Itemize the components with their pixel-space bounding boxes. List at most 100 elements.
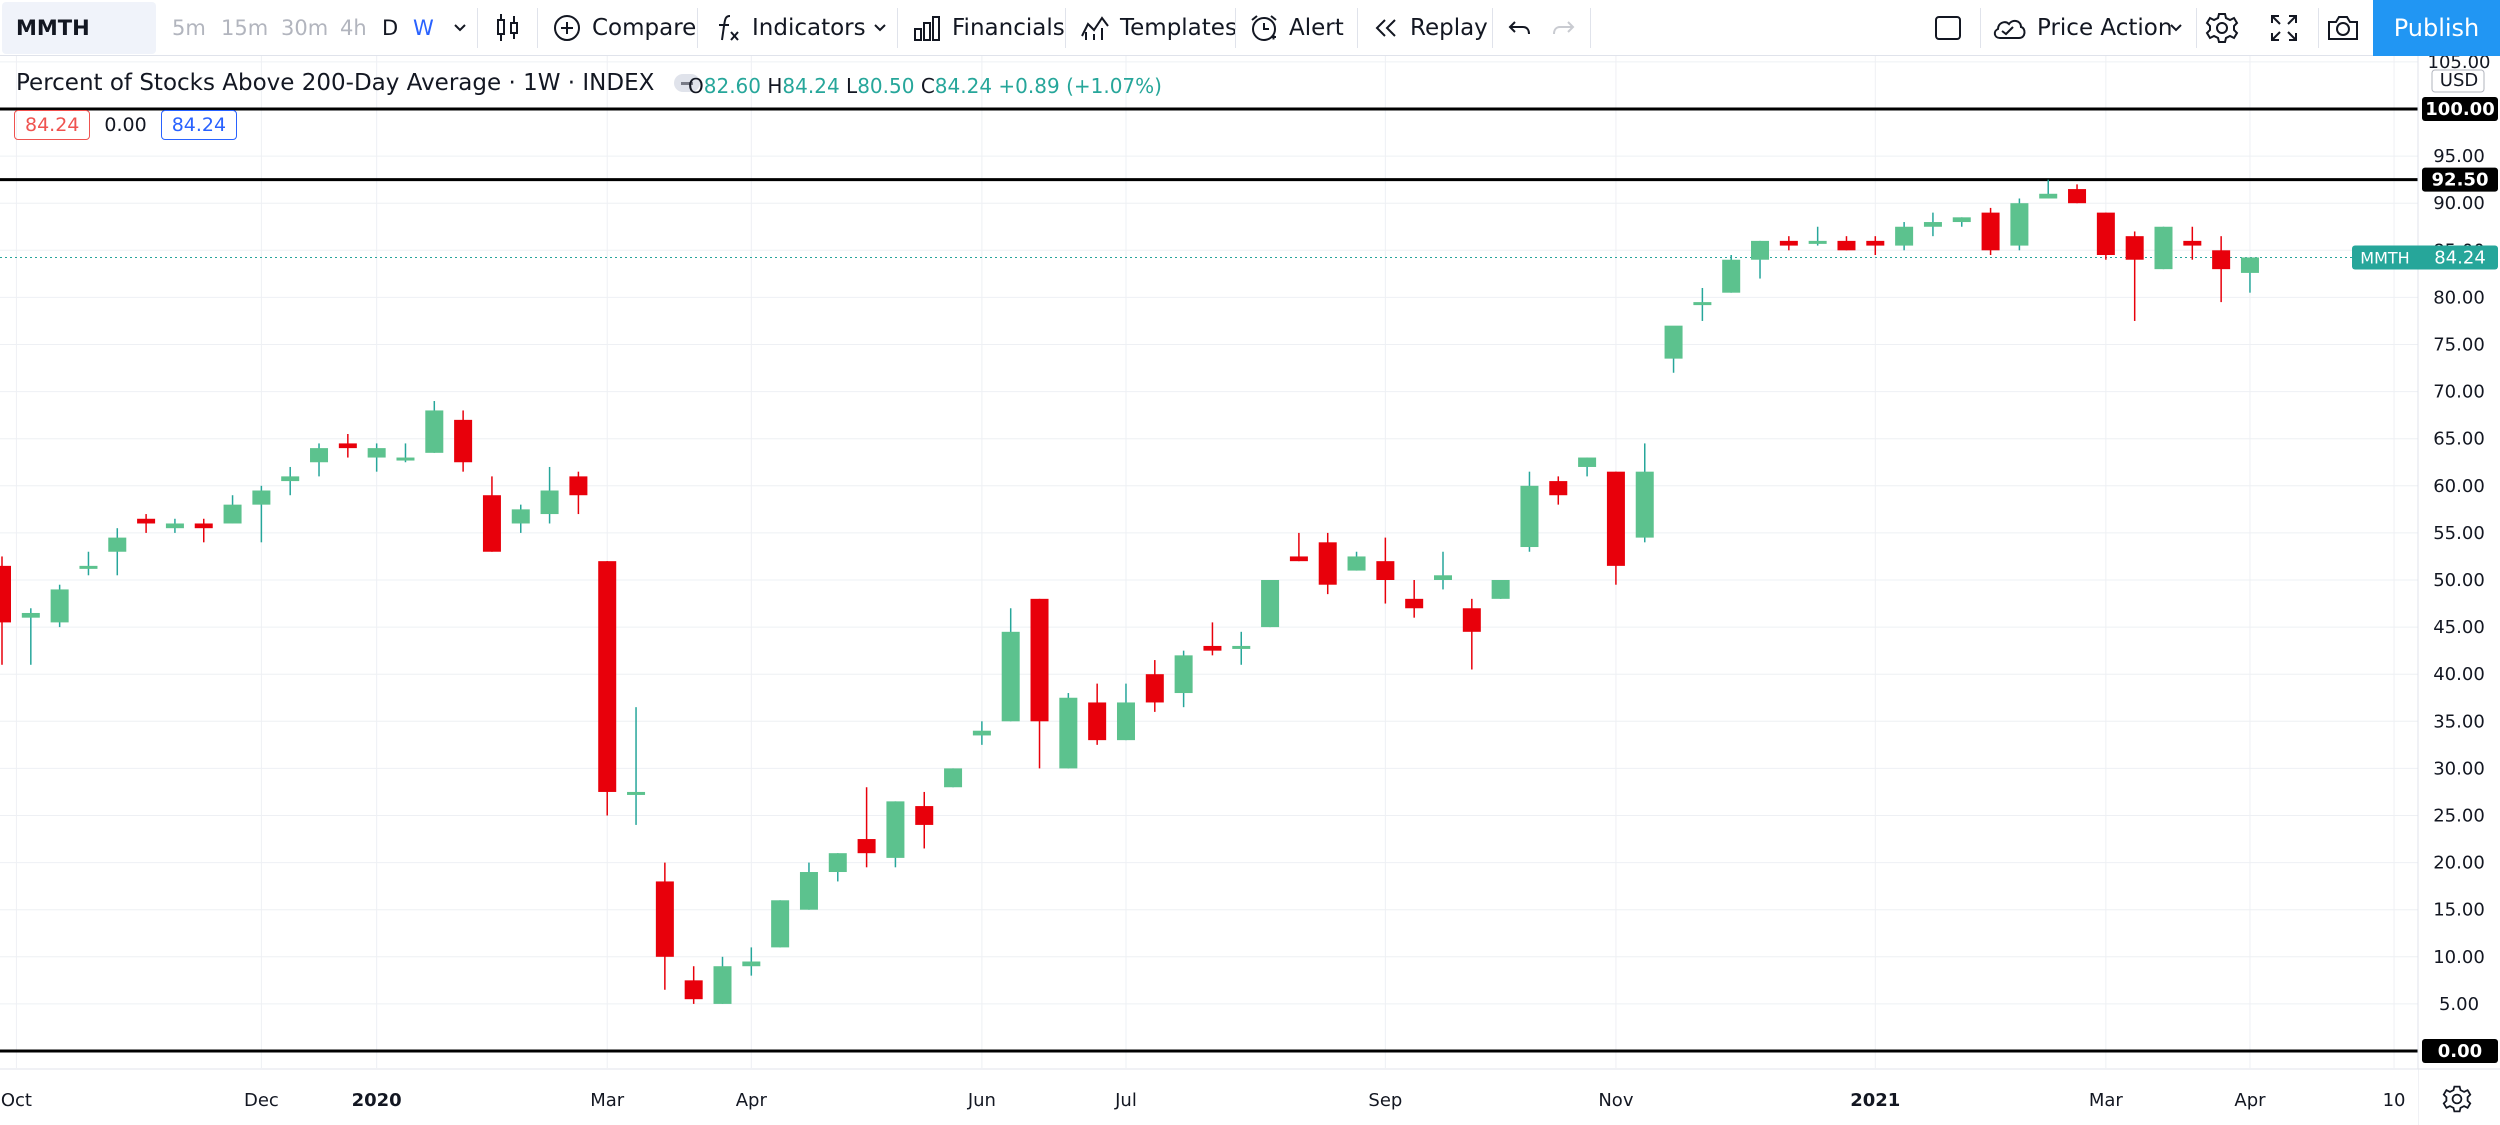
candle: [0, 556, 11, 665]
candle: [1779, 236, 1798, 251]
plus-circle-icon: [554, 15, 580, 41]
timeframe-dropdown[interactable]: [452, 0, 468, 56]
hline-label-bg: [2422, 97, 2498, 121]
candle: [2183, 226, 2202, 260]
candle-body: [1145, 674, 1164, 703]
candle-body: [915, 806, 934, 825]
high-label: H: [767, 74, 783, 98]
candle: [1059, 693, 1078, 769]
redo-button[interactable]: [1550, 0, 1576, 56]
candle: [1203, 622, 1222, 656]
candle: [1895, 222, 1914, 251]
candle: [1693, 287, 1712, 321]
candle: [684, 966, 703, 1004]
candle: [1578, 457, 1597, 477]
candle: [454, 410, 473, 472]
layout-button[interactable]: [1933, 0, 1963, 56]
undo-button[interactable]: [1507, 0, 1533, 56]
fullscreen-icon: [2271, 15, 2297, 41]
time-axis: Oct Dec 2020 Mar Apr Jun Jul Sep Nov 2021 Mar Apr 10: [0, 1068, 2500, 1125]
candle: [310, 443, 329, 477]
candle-body: [972, 730, 991, 736]
time-tick: Apr: [2234, 1090, 2266, 1111]
candle-body: [338, 443, 357, 449]
time-tick: Jul: [1114, 1090, 1137, 1111]
price-action-button[interactable]: Price Action: [1991, 0, 2172, 56]
candle-body: [828, 853, 847, 873]
candle-body: [1693, 302, 1712, 306]
candle-body: [454, 419, 473, 463]
open-label: O: [688, 74, 704, 98]
candle: [886, 801, 905, 868]
chart-settings-button[interactable]: [2442, 1084, 2472, 1118]
candle: [367, 443, 386, 472]
financials-button[interactable]: Financials: [912, 0, 1065, 56]
candle-body: [1722, 259, 1741, 293]
replay-button[interactable]: Replay: [1372, 0, 1488, 56]
candle: [944, 768, 963, 788]
candle: [569, 471, 588, 515]
candle: [1923, 212, 1942, 237]
price-axis-bg: [2418, 56, 2500, 1125]
timeframe-w[interactable]: W: [413, 16, 434, 40]
candle: [915, 791, 934, 849]
candle-body: [50, 589, 69, 623]
price-tick: 15.00: [2433, 900, 2485, 921]
candle-body: [1923, 222, 1942, 227]
candle: [2010, 198, 2029, 251]
fullscreen-button[interactable]: [2269, 0, 2299, 56]
candle-body: [771, 900, 790, 948]
time-tick: Mar: [2089, 1090, 2124, 1111]
templates-button[interactable]: Templates: [1080, 0, 1237, 56]
candle-body: [1779, 240, 1798, 246]
candle-body: [1174, 655, 1193, 694]
candle: [396, 443, 415, 463]
compare-button[interactable]: Compare: [552, 0, 696, 56]
hide-series-icon[interactable]: [674, 74, 701, 92]
indicators-button[interactable]: Indicators: [714, 0, 866, 56]
gear-icon: [2442, 1085, 2472, 1113]
candle: [1174, 650, 1193, 708]
series-title: Percent of Stocks Above 200-Day Average …: [16, 70, 655, 96]
timeframe-d[interactable]: D: [382, 16, 399, 40]
publish-button[interactable]: Publish: [2373, 0, 2500, 56]
candle: [1664, 325, 1683, 373]
candle: [1376, 537, 1395, 604]
indicators-dropdown[interactable]: [872, 0, 888, 56]
candle-body: [799, 872, 818, 910]
candle: [511, 504, 530, 533]
chart-legend: Percent of Stocks Above 200-Day Average …: [16, 70, 701, 96]
ohlc-values: O82.60 H84.24 L80.50 C84.24 +0.89 (+1.07…: [688, 74, 1162, 98]
symbol-search-button[interactable]: MMTH: [2, 2, 156, 54]
candle: [338, 433, 357, 458]
alert-button[interactable]: Alert: [1249, 0, 1344, 56]
chevron-down-icon: [454, 24, 466, 32]
candle-body: [108, 537, 127, 552]
price-action-dropdown[interactable]: [2168, 0, 2184, 56]
candle-body: [540, 490, 559, 515]
timeframe-30m[interactable]: 30m: [281, 16, 329, 40]
candle-body: [1635, 471, 1654, 538]
alarm-clock-icon: [1251, 15, 1277, 41]
candle: [79, 551, 98, 576]
candle-body: [1116, 702, 1135, 741]
candle: [1549, 476, 1568, 505]
candle: [1145, 660, 1164, 712]
timeframe-5m[interactable]: 5m: [172, 16, 206, 40]
price-tick: 5.00: [2439, 994, 2479, 1015]
price-chart[interactable]: USD105.0095.0090.0085.0080.0075.0070.006…: [0, 56, 2500, 1125]
price-tick: 20.00: [2433, 853, 2485, 874]
candle: [2212, 236, 2231, 303]
chart-type-button[interactable]: [494, 0, 522, 56]
time-tick: Jun: [967, 1090, 996, 1111]
candle-body: [2154, 226, 2173, 270]
timeframe-15m[interactable]: 15m: [221, 16, 269, 40]
last-price-badge: [2352, 245, 2498, 270]
time-tick: 10: [2383, 1090, 2406, 1111]
candle-body: [2240, 257, 2259, 273]
symbol-label: MMTH: [16, 16, 90, 40]
settings-button[interactable]: [2205, 0, 2239, 56]
timeframe-4h[interactable]: 4h: [340, 16, 367, 40]
snapshot-button[interactable]: [2326, 0, 2360, 56]
candle-body: [79, 565, 98, 569]
